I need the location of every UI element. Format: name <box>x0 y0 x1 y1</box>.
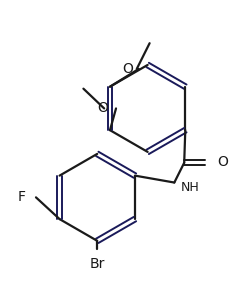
Text: Br: Br <box>90 257 105 271</box>
Text: O: O <box>122 62 133 76</box>
Text: NH: NH <box>181 181 200 194</box>
Text: O: O <box>217 155 228 169</box>
Text: F: F <box>18 190 26 204</box>
Text: O: O <box>97 101 108 115</box>
